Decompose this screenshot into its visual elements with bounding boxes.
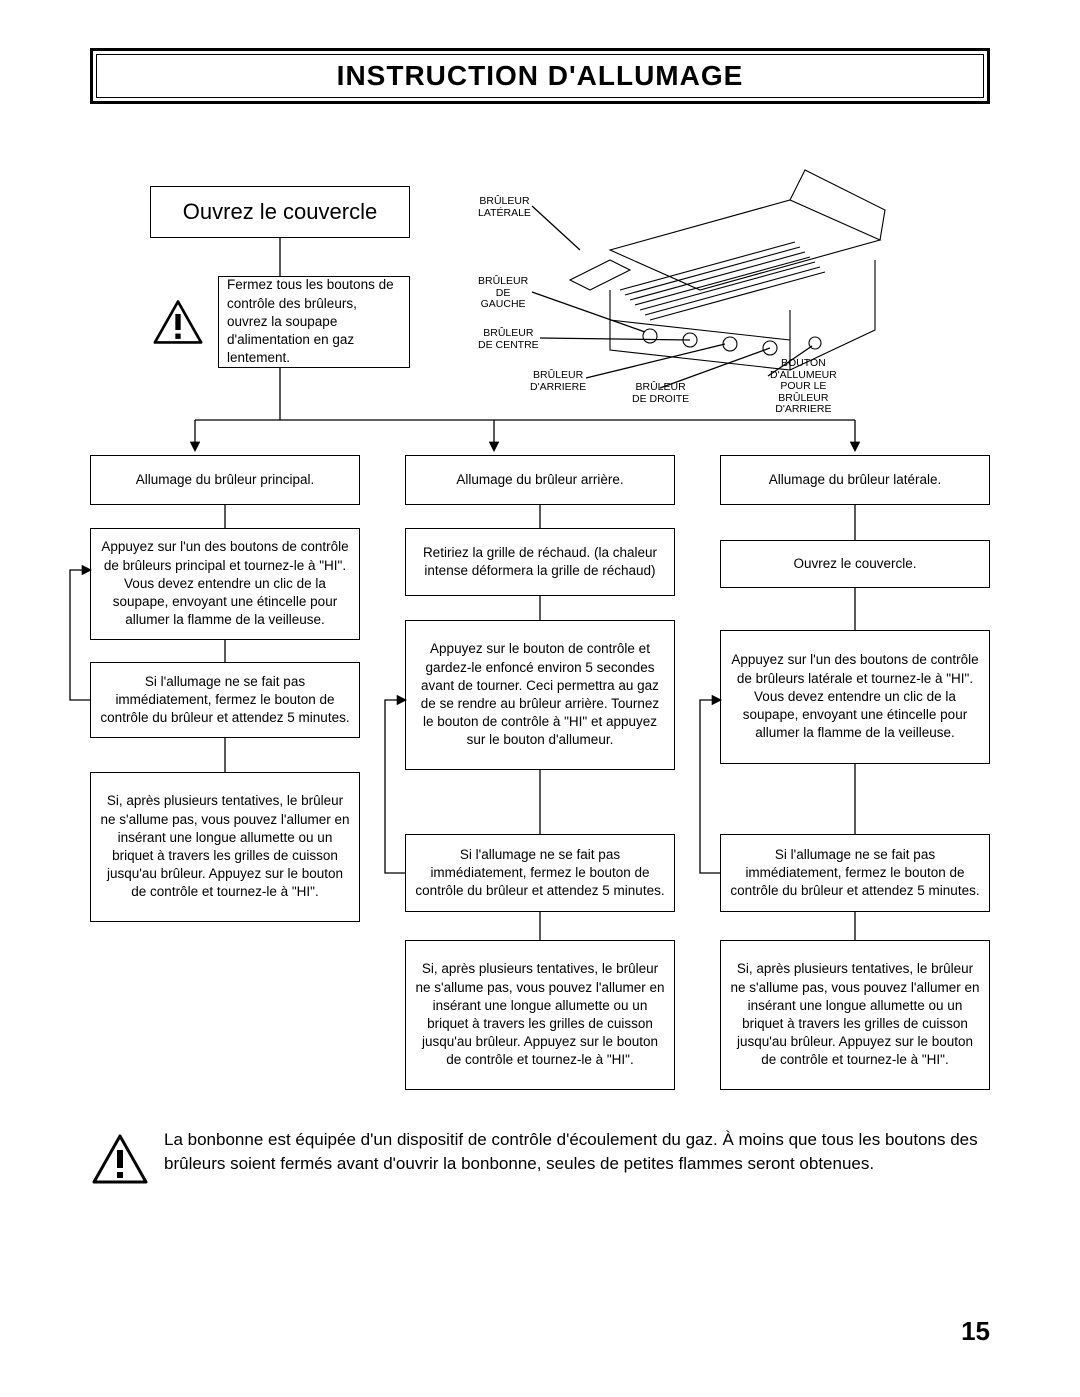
c-step-open: Ouvrez le couvercle. bbox=[720, 540, 990, 588]
b-step-press: Appuyez sur le bouton de contrôle et gar… bbox=[405, 620, 675, 770]
c-step-press: Appuyez sur l'un des boutons de contrôle… bbox=[720, 630, 990, 764]
c-step-match: Si, après plusieurs tentatives, le brûle… bbox=[720, 940, 990, 1090]
footer-warning-row: La bonbonne est équipée d'un dispositif … bbox=[90, 1128, 990, 1186]
page-number: 15 bbox=[961, 1316, 990, 1347]
a-title: Allumage du brûleur principal. bbox=[90, 455, 360, 505]
step-close-knobs: Fermez tous les boutons de contrôle des … bbox=[218, 276, 410, 368]
a-step-press: Appuyez sur l'un des boutons de contrôle… bbox=[90, 528, 360, 640]
step-close-knobs-row: Fermez tous les boutons de contrôle des … bbox=[150, 276, 410, 368]
b-step-match: Si, après plusieurs tentatives, le brûle… bbox=[405, 940, 675, 1090]
step-open-lid: Ouvrez le couvercle bbox=[150, 186, 410, 238]
label-arriere: BRÛLEUR D'ARRIERE bbox=[530, 370, 586, 393]
c-step-retry: Si l'allumage ne se fait pas immédiateme… bbox=[720, 834, 990, 912]
page: INSTRUCTION D'ALLUMAGE Ouvrez le couverc… bbox=[0, 0, 1080, 1397]
b-step-retry: Si l'allumage ne se fait pas immédiateme… bbox=[405, 834, 675, 912]
footer-warning-text: La bonbonne est équipée d'un dispositif … bbox=[164, 1128, 990, 1176]
page-title: INSTRUCTION D'ALLUMAGE bbox=[96, 54, 984, 98]
b-step-remove: Retiriez la grille de réchaud. (la chale… bbox=[405, 528, 675, 596]
label-bouton: BOUTON D'ALLUMEUR POUR LE BRÛLEUR D'ARRI… bbox=[770, 358, 837, 416]
title-frame: INSTRUCTION D'ALLUMAGE bbox=[90, 48, 990, 104]
grill-illustration bbox=[560, 160, 890, 380]
c-title: Allumage du brûleur latérale. bbox=[720, 455, 990, 505]
warning-icon bbox=[90, 1132, 150, 1186]
label-laterale: BRÛLEUR LATÉRALE bbox=[478, 196, 531, 219]
label-centre: BRÛLEUR DE CENTRE bbox=[478, 328, 539, 351]
a-step-retry: Si l'allumage ne se fait pas immédiateme… bbox=[90, 662, 360, 738]
a-step-match: Si, après plusieurs tentatives, le brûle… bbox=[90, 772, 360, 922]
label-droite: BRÛLEUR DE DROITE bbox=[632, 382, 689, 405]
warning-icon bbox=[150, 298, 206, 346]
label-gauche: BRÛLEUR DE GAUCHE bbox=[478, 276, 528, 311]
b-title: Allumage du brûleur arrière. bbox=[405, 455, 675, 505]
